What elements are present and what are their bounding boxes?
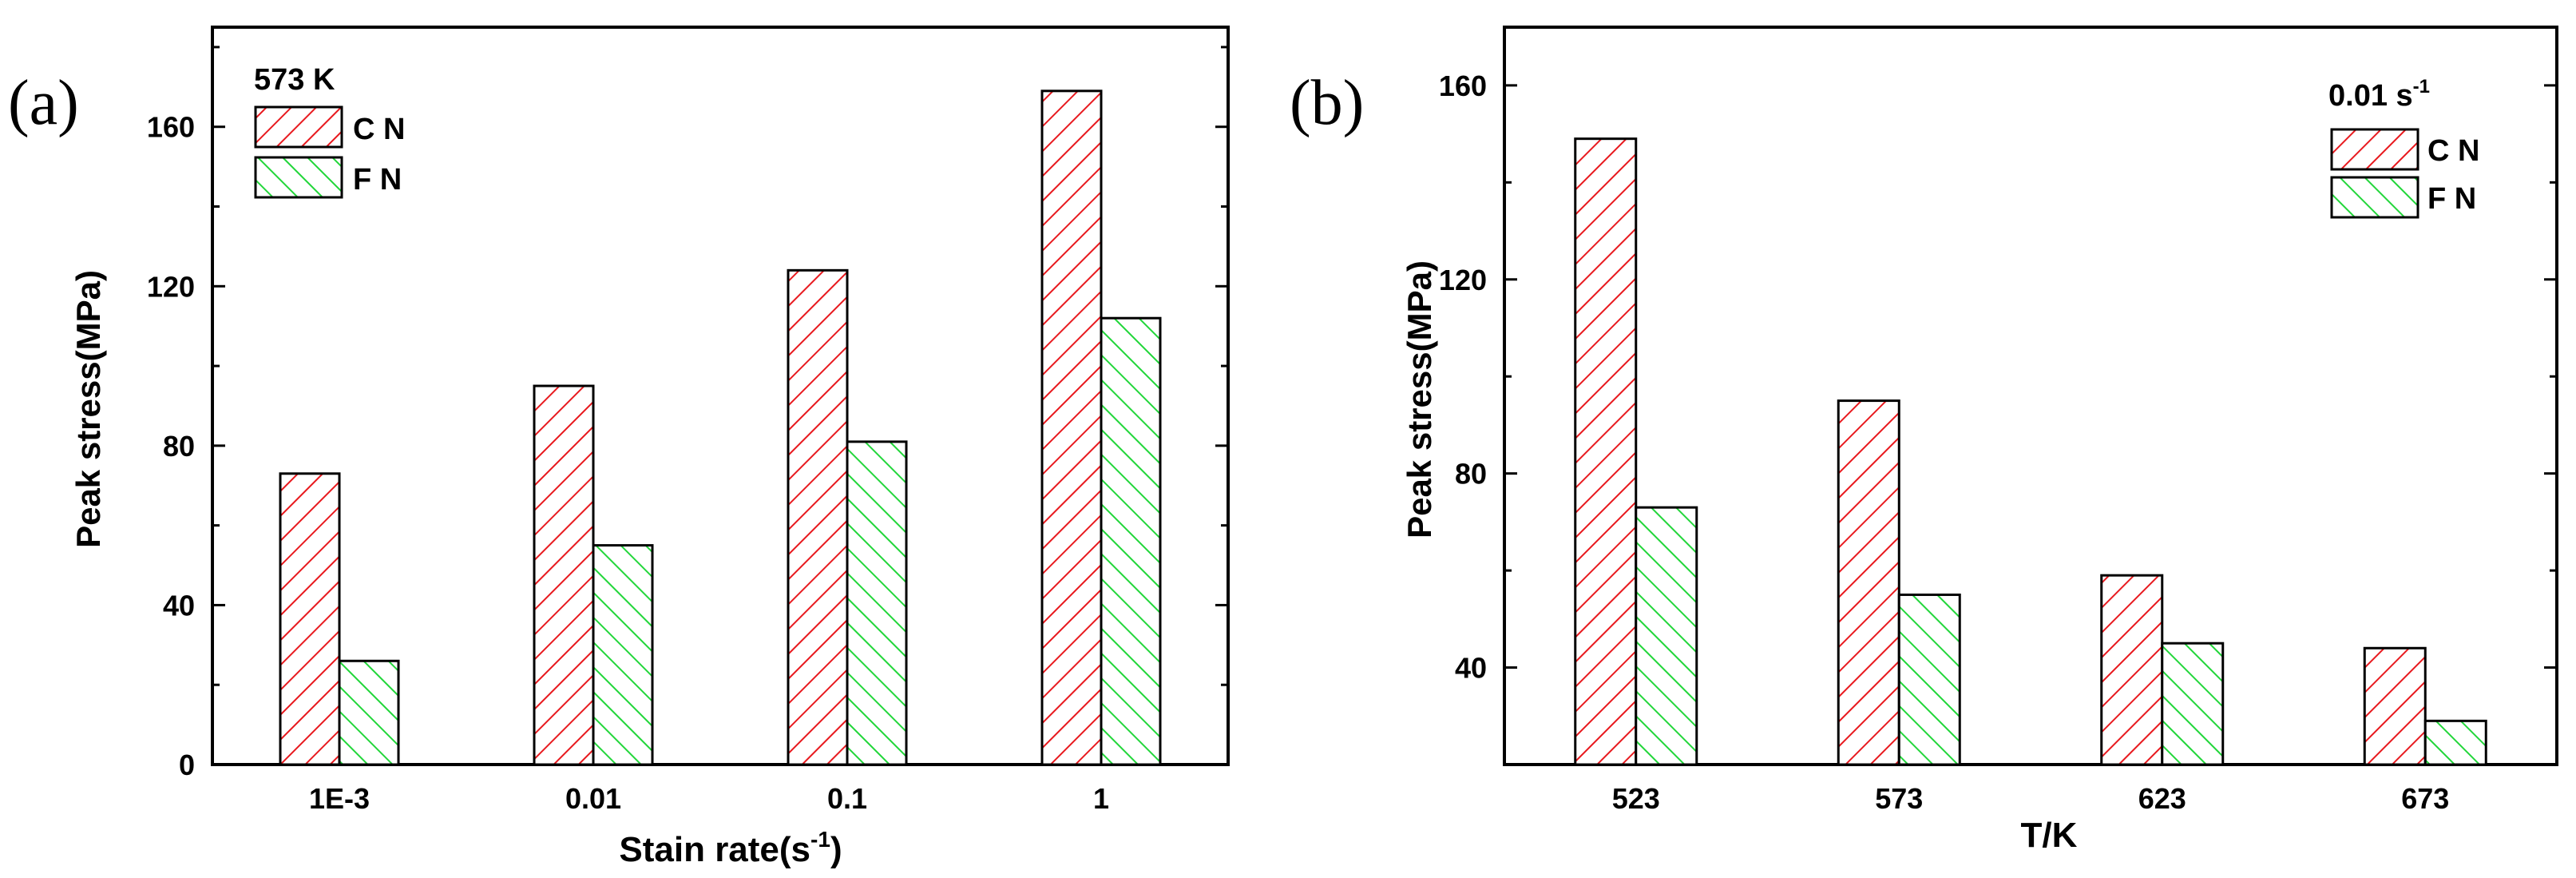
x-axis-title-a-end: ) [830,830,842,869]
legend-a: 573 K C N F N [254,63,405,199]
bar-cn [2100,574,2164,766]
plot-area-a: 0 40 80 120 160 1E-3 0.01 0.1 1 [147,26,1230,815]
bar-fn [592,544,654,766]
y-axis-title-a: Peak stress(MPa) [69,270,107,548]
plot-frame-b [1503,26,2558,766]
y-tick-label: 40 [1455,652,1487,685]
x-axis-title-b-main: T/K [2021,816,2078,855]
legend-swatch-cn-a-hatch [254,105,343,149]
x-tick-label: 523 [1612,782,1660,815]
y-tick-label: 0 [179,749,195,781]
legend-title-b: 0.01 s-1 [2328,76,2430,113]
bar-cn [1837,399,1900,766]
legend-title-b-sup: -1 [2413,76,2430,97]
legend-title-a-main: 573 K [254,63,335,97]
x-axis-title-b: T/K [2021,816,2078,855]
x-tick-label: 0.01 [565,782,621,815]
bar-fn [1635,506,1698,766]
plot-frame-a [211,26,1230,766]
legend-label-fn-b: F N [2427,182,2476,216]
y-tick-label: 40 [163,589,195,622]
y-tick-label: 160 [1439,70,1487,102]
y-tick-label: 160 [147,111,195,144]
legend-swatch-fn-b-hatch [2330,176,2419,219]
legend-label-fn-a: F N [353,163,402,197]
legend-b: 0.01 s-1 C N F N [2328,76,2479,219]
bar-fn [338,659,400,766]
bar-fn [846,440,908,766]
plot-area-b: 40 80 120 160 523 573 623 673 [1439,26,2558,815]
y-tick-label: 120 [1439,264,1487,296]
x-tick-label: 1 [1093,782,1109,815]
bar-cn [2363,646,2427,766]
panel-b: (b) 40 80 120 160 523 573 623 673 T/K Peak stre… [1290,26,2558,855]
x-tick-label: 623 [2138,782,2186,815]
bar-fn [2423,719,2487,766]
bar-fn [1100,316,1162,766]
bar-cn [279,472,341,766]
legend-title-a: 573 K [254,63,335,97]
x-axis-title-a-sup: -1 [810,827,830,852]
legend-title-b-main: 0.01 s [2328,79,2413,113]
y-tick-label: 80 [163,430,195,463]
y-tick-label: 80 [1455,458,1487,491]
x-tick-label: 673 [2401,782,2449,815]
x-axis-title-a: Stain rate(s-1) [619,827,842,869]
x-axis-title-a-main: Stain rate(s [619,830,810,869]
legend-swatch-fn-a-hatch [254,156,343,199]
x-tick-label: 0.1 [827,782,867,815]
y-tick-label: 120 [147,270,195,303]
bar-fn [1897,593,1961,766]
legend-label-cn-b: C N [2427,134,2479,168]
y-axis-title-b: Peak stress(MPa) [1401,260,1438,538]
x-tick-label: 573 [1875,782,1923,815]
panel-label-b: (b) [1290,68,1364,138]
x-tick-label: 1E-3 [309,782,370,815]
bar-cn [533,384,595,766]
legend-label-cn-a: C N [353,113,405,146]
bar-cn [787,268,849,766]
panel-a: (a) 0 40 80 120 160 1E-3 0.01 0.1 1 Stain rate(s… [8,26,1230,869]
panel-label-a: (a) [8,68,79,138]
bar-fn [2161,642,2225,766]
bar-cn [1040,89,1103,766]
legend-swatch-cn-b-hatch [2330,128,2419,171]
bar-cn [1574,137,1638,766]
